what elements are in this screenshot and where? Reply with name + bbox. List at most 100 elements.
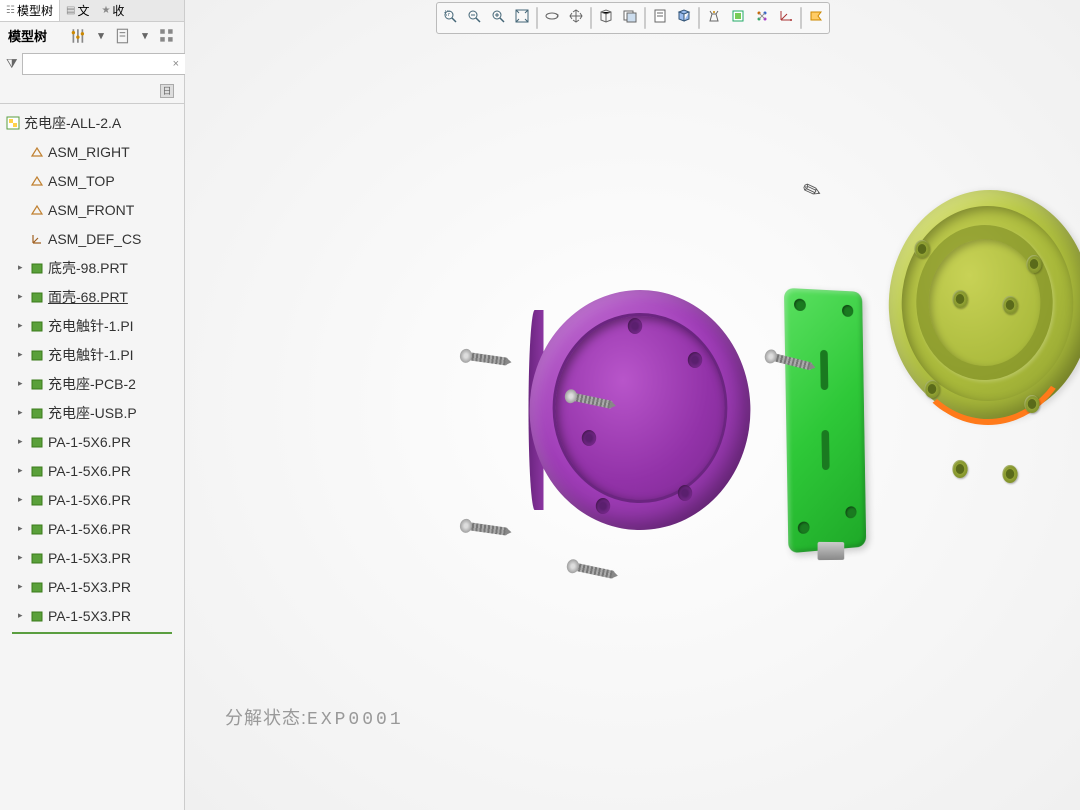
part-screw[interactable] (566, 560, 617, 580)
expand-icon[interactable]: ▸ (18, 552, 28, 563)
tree-item[interactable]: ▸ 充电触针-1.PI (0, 340, 184, 369)
datum-icon (30, 145, 44, 159)
tree-item[interactable]: ▸ PA-1-5X3.PR (0, 601, 184, 630)
model-canvas[interactable]: ✎ (185, 0, 1080, 810)
part-icon (30, 464, 44, 478)
screw-boss[interactable] (914, 240, 929, 258)
screw-hole[interactable] (688, 352, 702, 368)
tree-item[interactable]: ▸ PA-1-5X6.PR (0, 427, 184, 456)
tree-item-label: 充电触针-1.PI (48, 316, 134, 336)
layers-icon: ▤ (66, 5, 75, 16)
tree-show2-icon[interactable]: ▾ (136, 27, 154, 45)
tree-title: 模型树 (8, 26, 47, 45)
expand-icon[interactable]: ▸ (18, 262, 28, 273)
expand-icon[interactable]: ▸ (18, 378, 28, 389)
graphics-area[interactable]: ✎ 分解状态:EXP0001 (185, 0, 1080, 810)
tree-item-label: PA-1-5X6.PR (48, 521, 131, 537)
part-screw[interactable] (459, 350, 510, 367)
expand-icon[interactable]: ▸ (18, 610, 28, 621)
tree-icon: ☷ (6, 5, 15, 16)
screw-boss[interactable] (924, 380, 939, 398)
tree-item[interactable]: ▸ PA-1-5X3.PR (0, 572, 184, 601)
part-icon (30, 609, 44, 623)
tree-item-label: 底壳-98.PRT (48, 258, 128, 278)
tree-page-icon[interactable] (114, 27, 132, 45)
tree-item-label: ASM_TOP (48, 173, 115, 189)
tree-grid-icon[interactable] (158, 27, 176, 45)
tree-item[interactable]: ▸ PA-1-5X6.PR (0, 485, 184, 514)
expand-icon[interactable]: ▸ (18, 349, 28, 360)
screw-hole[interactable] (596, 498, 610, 514)
filter-icon[interactable]: ⧩ (6, 56, 18, 72)
tab-favorites[interactable]: ★ 收 (95, 0, 130, 21)
expand-icon[interactable]: ▸ (18, 436, 28, 447)
tree-show-icon[interactable]: ▾ (92, 27, 110, 45)
tree-item[interactable]: ▸ 面壳-68.PRT (0, 282, 184, 311)
screw-hole[interactable] (678, 485, 692, 501)
expand-icon[interactable]: ▸ (18, 494, 28, 505)
tree-item[interactable]: ▸ 底壳-98.PRT (0, 253, 184, 282)
part-icon (30, 290, 44, 304)
model-tree-sidebar: ☷ 模型树 ▤ 文 ★ 收 模型树 ▾ ▾ ⧩ (0, 0, 185, 810)
tree-item-label: PA-1-5X6.PR (48, 434, 131, 450)
tree-list: 充电座-ALL-2.A ASM_RIGHT ASM_TOP ASM_FRONT ASM_… (0, 103, 184, 810)
tree-item-label: 充电触针-1.PI (48, 345, 134, 365)
tree-settings-icon[interactable] (70, 27, 88, 45)
expand-icon[interactable]: ▸ (18, 581, 28, 592)
explode-state-label: 分解状态:EXP0001 (225, 704, 404, 730)
part-icon (30, 493, 44, 507)
screw-boss[interactable] (1026, 255, 1041, 273)
part-icon (30, 435, 44, 449)
part-bottom-shell-face[interactable] (553, 313, 728, 503)
tree-item-label: PA-1-5X3.PR (48, 608, 131, 624)
tree-item[interactable]: ▸ PA-1-5X3.PR (0, 543, 184, 572)
tree-tools: ▾ ▾ (70, 27, 176, 45)
filter-input[interactable] (22, 53, 187, 75)
tab-model-tree[interactable]: ☷ 模型树 (0, 0, 60, 21)
part-usb-connector[interactable] (818, 542, 845, 560)
tree-root-item[interactable]: 充电座-ALL-2.A (0, 108, 184, 137)
screw-boss[interactable] (1002, 296, 1017, 314)
screw-boss[interactable] (952, 290, 967, 308)
expand-icon[interactable]: ▸ (18, 291, 28, 302)
tree-item[interactable]: ASM_TOP (0, 166, 184, 195)
tree-item[interactable]: ▸充电座-PCB-2 (0, 369, 184, 398)
part-screw[interactable] (459, 520, 510, 537)
tree-item-label: PA-1-5X6.PR (48, 492, 131, 508)
screw-boss[interactable] (1024, 395, 1039, 413)
screw-boss[interactable] (952, 460, 967, 478)
part-pcb[interactable] (784, 288, 866, 554)
tree-item-label: 充电座-ALL-2.A (24, 113, 121, 133)
tree-item[interactable]: ASM_FRONT (0, 195, 184, 224)
tree-item[interactable]: ASM_DEF_CS (0, 224, 184, 253)
sidebar-tabs: ☷ 模型树 ▤ 文 ★ 收 (0, 0, 184, 22)
screw-hole[interactable] (582, 430, 596, 446)
tab-label: 模型树 (17, 2, 53, 19)
tree-item-label: PA-1-5X3.PR (48, 579, 131, 595)
expand-icon[interactable]: ▸ (18, 320, 28, 331)
part-icon (30, 261, 44, 275)
clear-filter-icon[interactable]: × (173, 58, 179, 70)
assembly-icon (6, 116, 20, 130)
tree-item-label: ASM_RIGHT (48, 144, 130, 160)
screw-boss[interactable] (1002, 465, 1017, 483)
tab-label: 文 (77, 2, 89, 19)
tree-item[interactable]: ▸ PA-1-5X6.PR (0, 514, 184, 543)
screw-hole[interactable] (628, 318, 642, 334)
tree-item-label: ASM_FRONT (48, 202, 134, 218)
tree-item[interactable]: ▸充电座-USB.P (0, 398, 184, 427)
tab-layers[interactable]: ▤ 文 (60, 0, 95, 21)
tree-header: 模型树 ▾ ▾ (0, 22, 184, 49)
expand-icon[interactable]: ▸ (18, 523, 28, 534)
tree-item-label: PA-1-5X6.PR (48, 463, 131, 479)
part-icon (30, 406, 44, 420)
tree-item-label: PA-1-5X3.PR (48, 550, 131, 566)
column-toggle-icon[interactable]: 日 (160, 84, 174, 98)
expand-icon[interactable]: ▸ (18, 407, 28, 418)
tree-item[interactable]: ▸ PA-1-5X6.PR (0, 456, 184, 485)
tree-item[interactable]: ASM_RIGHT (0, 137, 184, 166)
expand-icon[interactable]: ▸ (18, 465, 28, 476)
tree-item-label: 面壳-68.PRT (48, 287, 128, 307)
tree-item[interactable]: ▸ 充电触针-1.PI (0, 311, 184, 340)
part-icon (30, 580, 44, 594)
